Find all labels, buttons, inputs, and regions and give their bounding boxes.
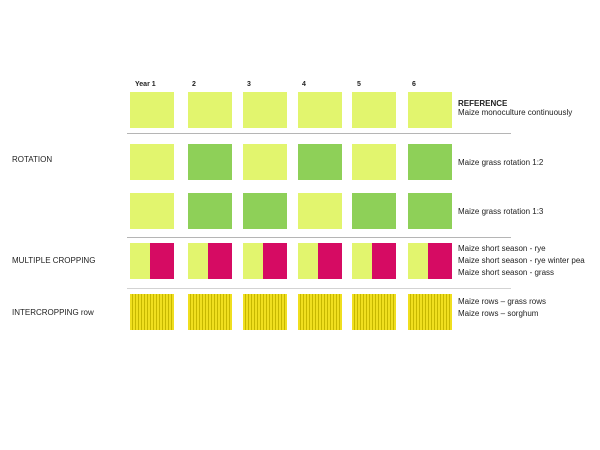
cell-grass (298, 144, 342, 180)
secondary-crop-segment (263, 243, 287, 279)
maize-segment (130, 243, 150, 279)
secondary-crop-segment (208, 243, 232, 279)
year-label-5: 5 (357, 81, 361, 88)
cell-intercropping (352, 294, 396, 330)
cell-multiple-cropping (188, 243, 232, 279)
cell-maize (408, 92, 452, 128)
year-label-1: Year 1 (135, 81, 156, 88)
cell-intercropping (298, 294, 342, 330)
cell-multiple-cropping (352, 243, 396, 279)
cell-grass (188, 144, 232, 180)
secondary-crop-segment (428, 243, 452, 279)
cell-intercropping (130, 294, 174, 330)
secondary-crop-segment (372, 243, 396, 279)
cell-maize (298, 92, 342, 128)
divider-multiple-cropping (127, 288, 511, 289)
cell-intercropping (188, 294, 232, 330)
cell-multiple-cropping (298, 243, 342, 279)
maize-segment (408, 243, 428, 279)
cell-grass (408, 144, 452, 180)
cell-grass (243, 193, 287, 229)
intercropping-desc-2: Maize rows – sorghum (458, 309, 539, 318)
cell-maize (243, 92, 287, 128)
cell-grass (352, 193, 396, 229)
multiple-cropping-desc-1: Maize short season - rye (458, 244, 546, 253)
cell-multiple-cropping (243, 243, 287, 279)
divider-reference (127, 133, 511, 134)
multiple-cropping-descriptions: Maize short season - rye Maize short sea… (458, 243, 585, 279)
cell-multiple-cropping (130, 243, 174, 279)
cell-intercropping (408, 294, 452, 330)
multiple-cropping-desc-2: Maize short season - rye winter pea (458, 256, 585, 265)
cell-maize (352, 144, 396, 180)
rotation-1-2-description: Maize grass rotation 1:2 (458, 158, 544, 167)
maize-segment (298, 243, 318, 279)
year-label-6: 6 (412, 81, 416, 88)
cell-maize (130, 92, 174, 128)
divider-rotation (127, 237, 511, 238)
rotation-1-3-description: Maize grass rotation 1:3 (458, 207, 544, 216)
secondary-crop-segment (150, 243, 174, 279)
reference-text: Maize monoculture continuously (458, 108, 573, 117)
section-label-rotation: ROTATION (12, 155, 53, 164)
multiple-cropping-desc-3: Maize short season - grass (458, 268, 555, 277)
cell-maize (352, 92, 396, 128)
cell-maize (188, 92, 232, 128)
maize-segment (243, 243, 263, 279)
year-label-2: 2 (192, 81, 196, 88)
cell-grass (188, 193, 232, 229)
section-label-multiple-cropping: MULTIPLE CROPPING (12, 256, 96, 265)
intercropping-desc-1: Maize rows – grass rows (458, 297, 547, 306)
cell-intercropping (243, 294, 287, 330)
year-label-4: 4 (302, 81, 306, 88)
reference-title: REFERENCE (458, 99, 508, 108)
cell-grass (408, 193, 452, 229)
maize-segment (188, 243, 208, 279)
cell-maize (243, 144, 287, 180)
secondary-crop-segment (318, 243, 342, 279)
intercropping-descriptions: Maize rows – grass rows Maize rows – sor… (458, 296, 546, 320)
cell-maize (298, 193, 342, 229)
cell-multiple-cropping (408, 243, 452, 279)
cell-maize (130, 193, 174, 229)
section-label-intercropping: INTERCROPPING row (12, 308, 94, 317)
cell-maize (130, 144, 174, 180)
year-label-3: 3 (247, 81, 251, 88)
reference-description: REFERENCE Maize monoculture continuously (458, 99, 572, 117)
maize-segment (352, 243, 372, 279)
